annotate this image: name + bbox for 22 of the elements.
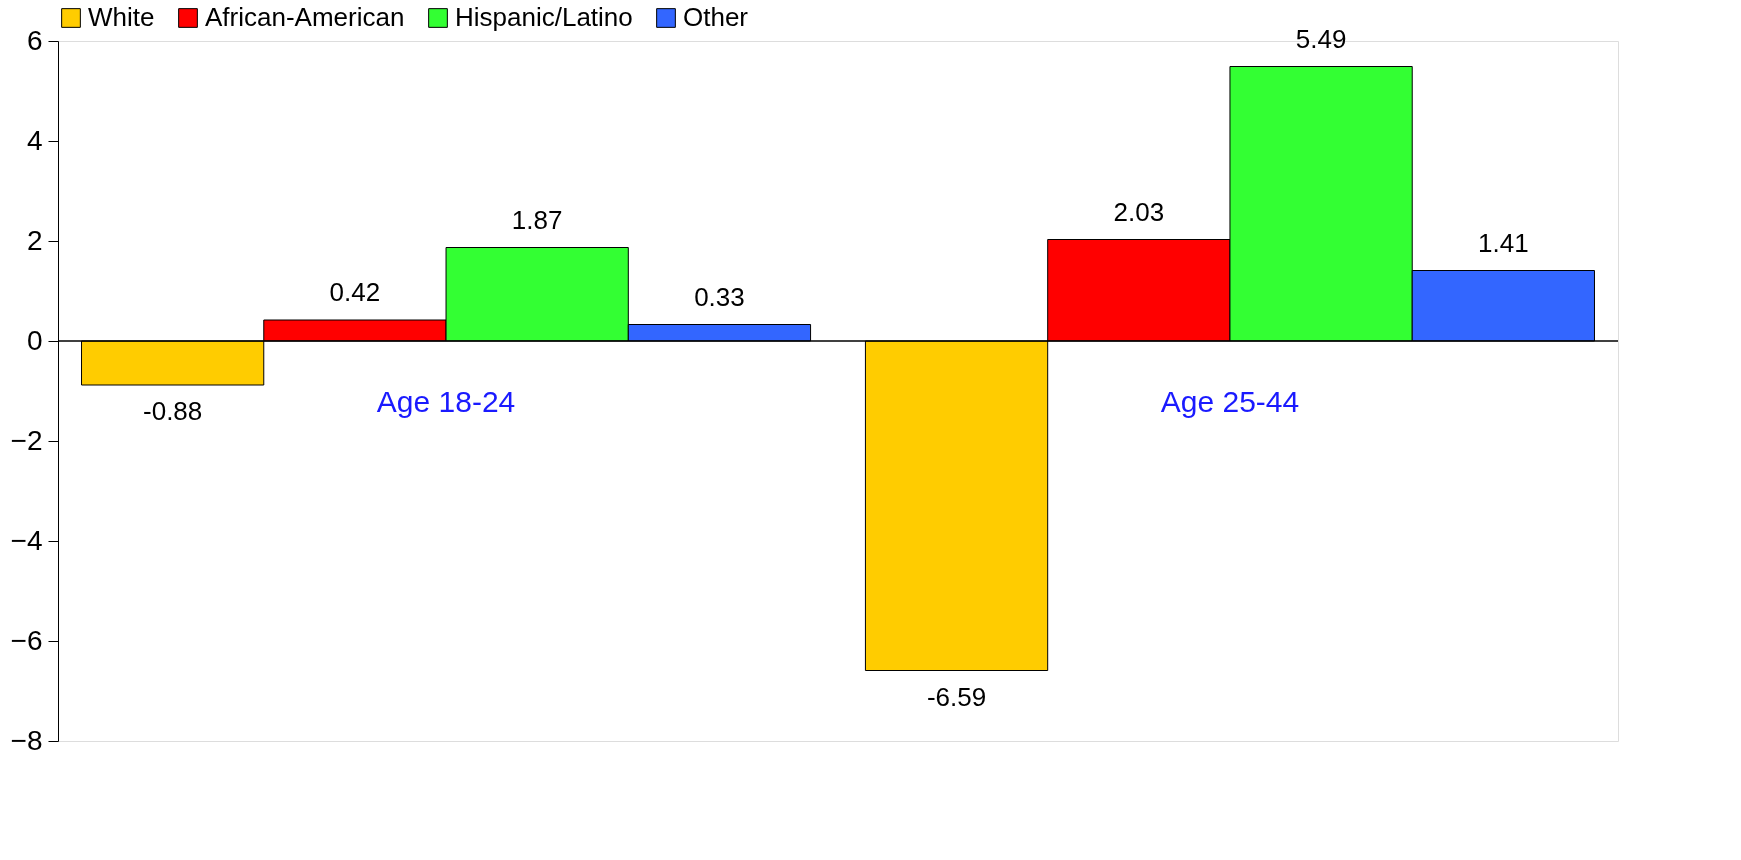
legend-label: Other — [683, 2, 749, 32]
y-tick-label: −4 — [10, 524, 43, 556]
x-tick-label: Age 18-24 — [376, 385, 516, 418]
data-label: 0.42 — [329, 277, 381, 307]
data-label: 5.49 — [1295, 23, 1347, 54]
y-tick-label: 0 — [26, 324, 43, 356]
y-tick-label: 6 — [26, 24, 43, 56]
y-tick-label: 4 — [26, 124, 43, 156]
data-label: 1.41 — [1478, 227, 1529, 258]
y-tick-label: 2 — [26, 224, 43, 256]
legend-label: African-American — [205, 2, 405, 32]
legend-label: Hispanic/Latino — [455, 2, 633, 32]
legend-label: White — [88, 2, 155, 32]
y-tick-label: −2 — [10, 424, 43, 456]
x-tick-label: Age 25-44 — [1160, 385, 1300, 418]
data-label: 0.33 — [694, 281, 745, 312]
y-tick-label: −8 — [10, 724, 43, 756]
data-label: -6.59 — [926, 681, 987, 712]
data-label: 1.87 — [511, 204, 563, 235]
y-tick-label: −6 — [10, 624, 43, 656]
data-label: -0.88 — [143, 396, 203, 426]
data-label: 2.03 — [1113, 196, 1165, 227]
